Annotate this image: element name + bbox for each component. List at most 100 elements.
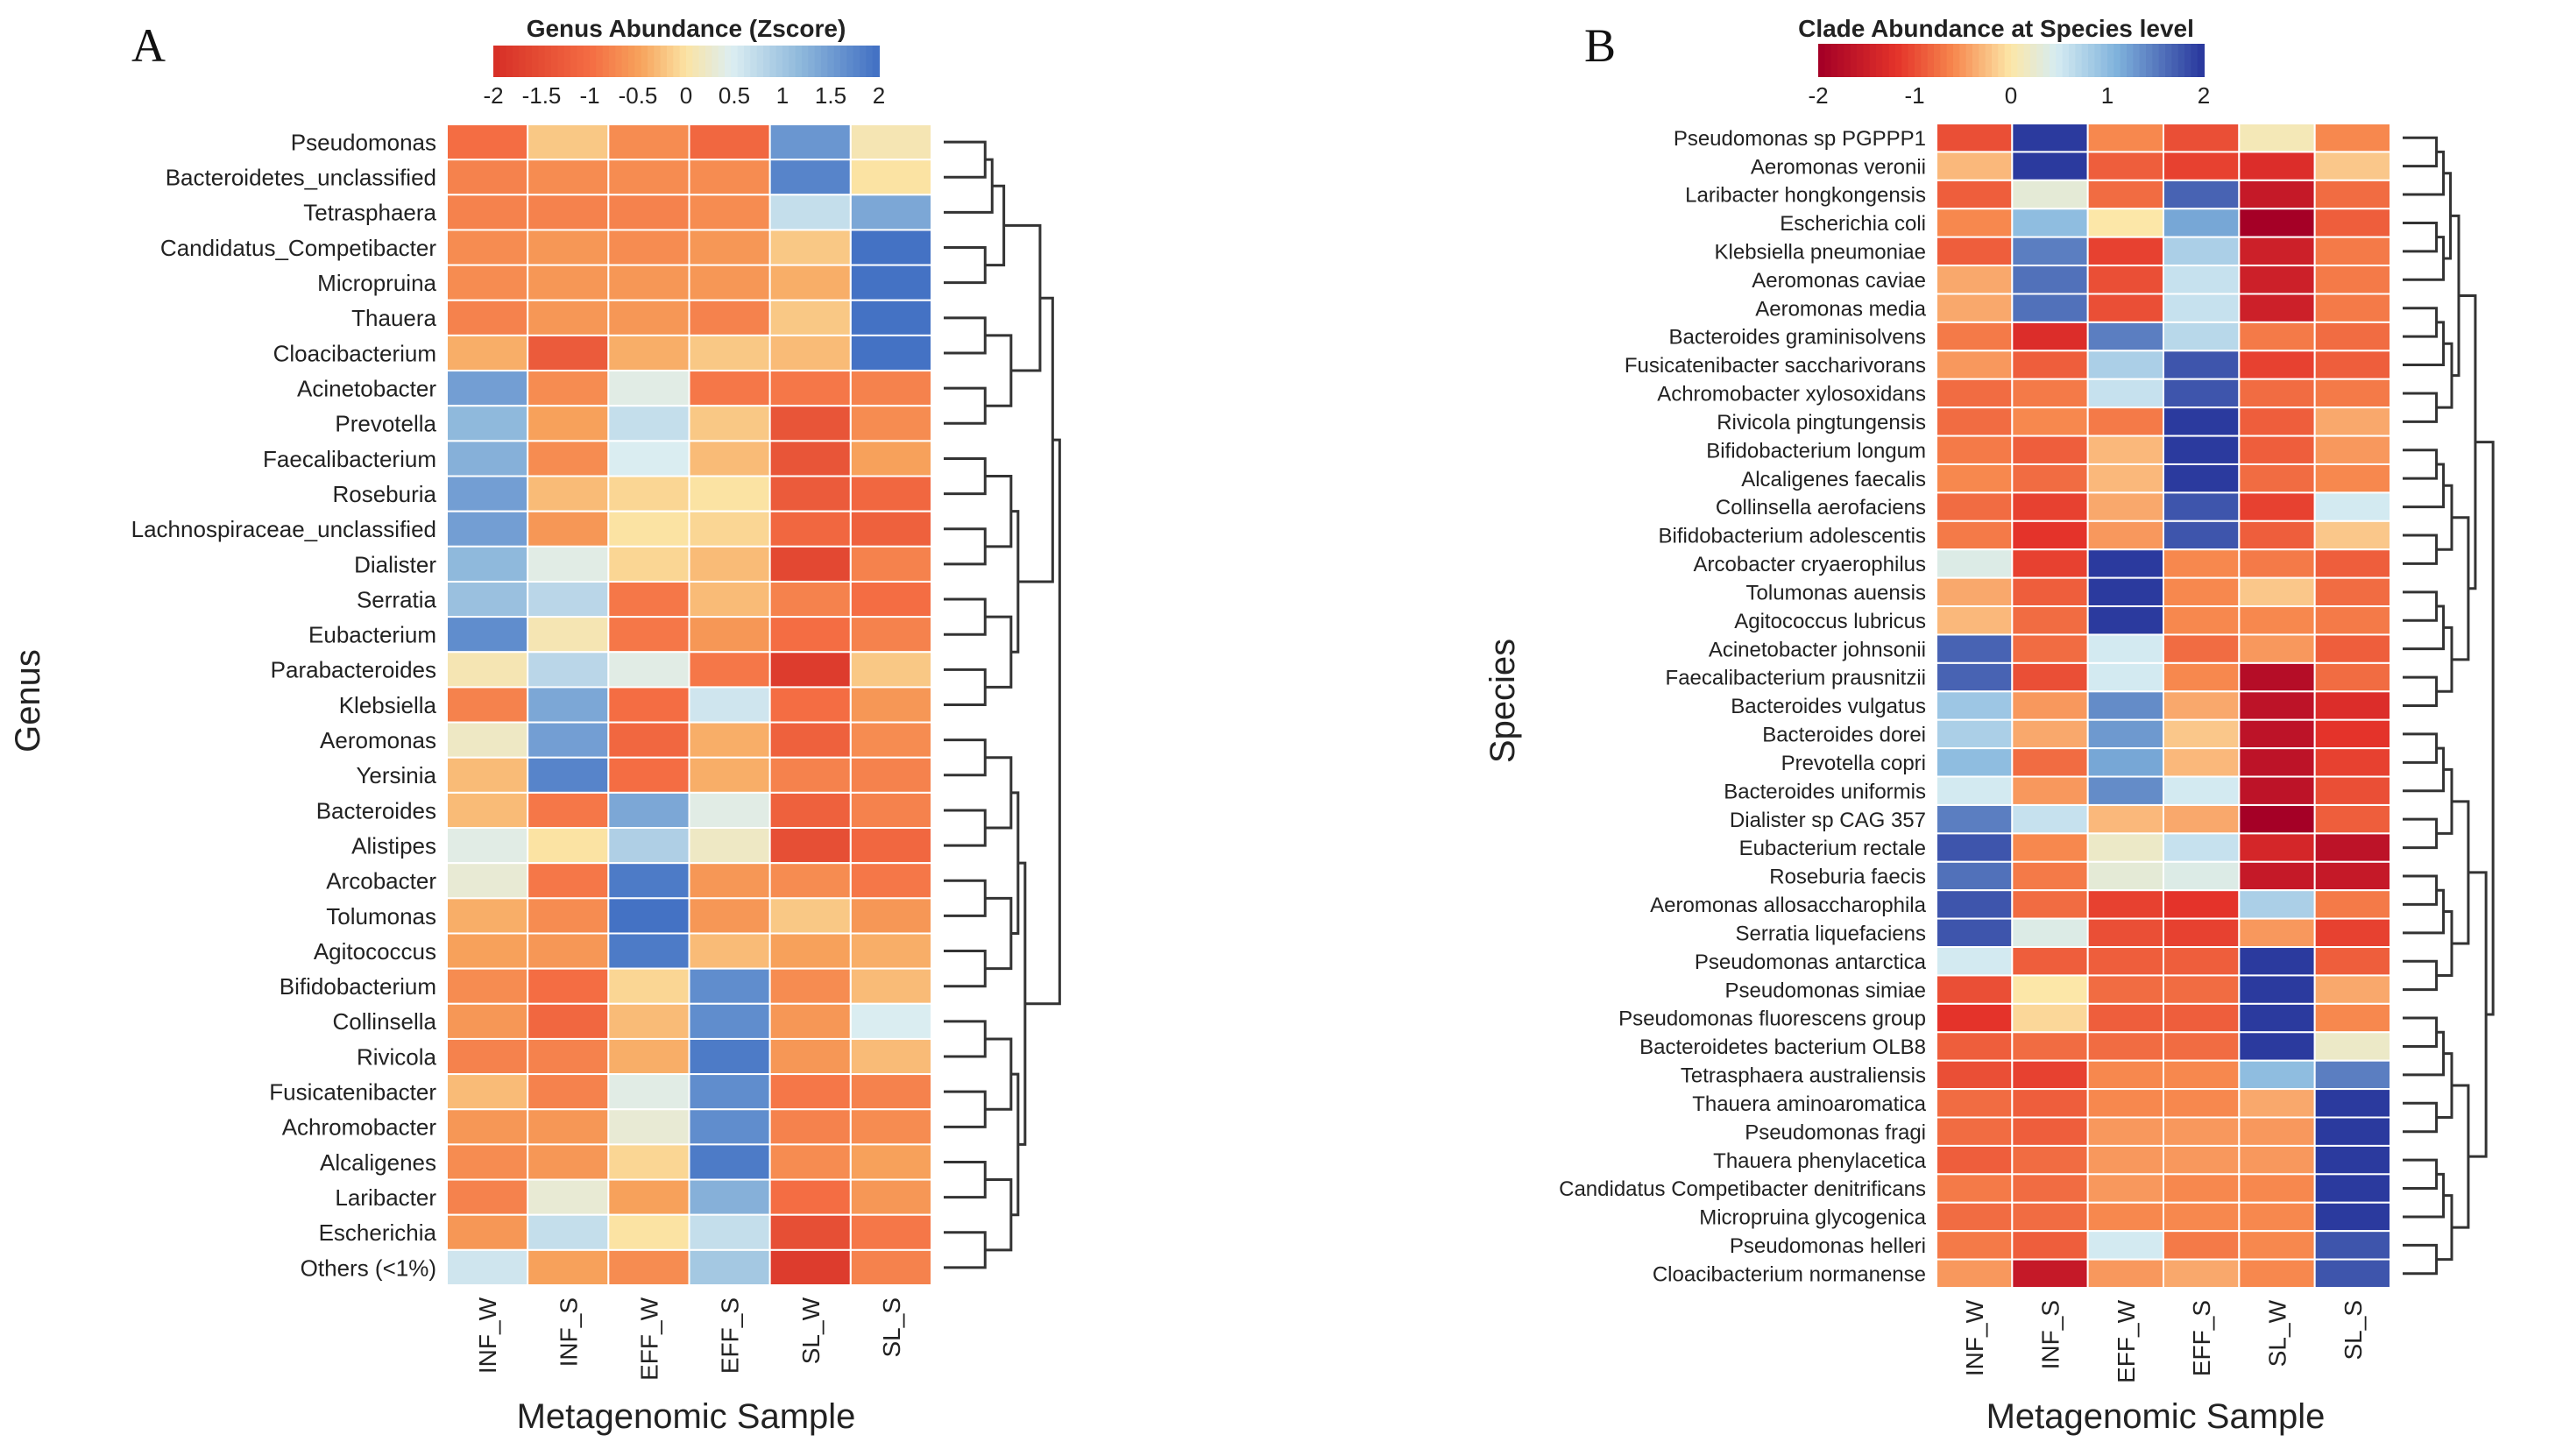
heatmap-cell bbox=[527, 1248, 610, 1287]
legend-swatch bbox=[2011, 44, 2019, 77]
row-label: Candidatus_Competibacter bbox=[160, 235, 436, 261]
heatmap-cell bbox=[2086, 690, 2165, 721]
heatmap-cell bbox=[1936, 321, 2014, 352]
legend-swatch bbox=[596, 46, 604, 77]
legend-swatch bbox=[544, 46, 552, 77]
heatmap-cell bbox=[2238, 1088, 2316, 1119]
heatmap-cell bbox=[527, 1037, 610, 1076]
heatmap-cell bbox=[2086, 208, 2165, 238]
heatmap-cell bbox=[607, 1108, 690, 1146]
dendrogram-branch bbox=[2403, 817, 2439, 850]
heatmap-cell bbox=[2313, 321, 2392, 352]
legend-swatch bbox=[2004, 44, 2012, 77]
heatmap-cell bbox=[446, 1073, 529, 1111]
legend-swatch bbox=[1857, 44, 1865, 77]
heatmap-cell bbox=[527, 791, 610, 830]
heatmap-cell bbox=[2011, 860, 2089, 892]
legend-swatch bbox=[1901, 44, 1909, 77]
heatmap-cell bbox=[2313, 1002, 2392, 1034]
legend-swatch bbox=[1998, 44, 2006, 77]
heatmap-cell bbox=[1936, 265, 2014, 295]
legend-swatch bbox=[833, 46, 841, 77]
heatmap-cell bbox=[849, 932, 932, 970]
heatmap-cell bbox=[2086, 519, 2165, 551]
heatmap-cell bbox=[849, 967, 932, 1005]
heatmap-cell bbox=[527, 405, 610, 442]
heatmap-cell bbox=[849, 651, 932, 689]
heatmap-cell bbox=[1936, 519, 2014, 551]
legend-swatch bbox=[1818, 44, 1826, 77]
heatmap-cell bbox=[2313, 1088, 2392, 1119]
heatmap-cell bbox=[2163, 179, 2241, 210]
row-label: Aeromonas media bbox=[1755, 297, 1926, 321]
heatmap-cell bbox=[849, 1143, 932, 1181]
legend-swatch bbox=[1927, 44, 1935, 77]
heatmap-cell bbox=[2011, 633, 2089, 664]
row-label: Laribacter hongkongensis bbox=[1685, 184, 1926, 208]
legend-swatch bbox=[756, 46, 764, 77]
heatmap-cell bbox=[2238, 860, 2316, 892]
heatmap-cell bbox=[768, 194, 852, 231]
dendrogram-branch bbox=[2436, 484, 2453, 551]
legend-swatch bbox=[769, 46, 777, 77]
legend-swatch bbox=[590, 46, 598, 77]
panel-a-row-dendrogram bbox=[944, 140, 1061, 1269]
heatmap-cell bbox=[2238, 605, 2316, 636]
heatmap-cell bbox=[2011, 1059, 2089, 1091]
dendrogram-branch bbox=[2443, 172, 2453, 260]
legend-tick-label: 1 bbox=[2101, 82, 2113, 109]
heatmap-cell bbox=[849, 1108, 932, 1146]
row-label: Alcaligenes faecalis bbox=[1741, 468, 1926, 491]
row-label: Pseudomonas helleri bbox=[1730, 1234, 1926, 1258]
heatmap-cell bbox=[2086, 1173, 2165, 1204]
legend-swatch bbox=[1869, 44, 1877, 77]
heatmap-cell bbox=[1936, 803, 2014, 835]
legend-swatch bbox=[2158, 44, 2166, 77]
heatmap-cell bbox=[2238, 463, 2316, 494]
row-label: Yersinia bbox=[356, 762, 436, 788]
heatmap-cell bbox=[849, 405, 932, 442]
heatmap-cell bbox=[446, 370, 529, 407]
heatmap-cell bbox=[2011, 350, 2089, 380]
heatmap-cell bbox=[2086, 321, 2165, 352]
heatmap-cell bbox=[688, 1108, 771, 1146]
heatmap-cell bbox=[2238, 179, 2316, 210]
heatmap-cell bbox=[688, 159, 771, 196]
row-label: Thauera bbox=[351, 305, 436, 331]
dendrogram-branch bbox=[2436, 910, 2453, 977]
heatmap-cell bbox=[688, 1178, 771, 1216]
row-label: Thauera phenylacetica bbox=[1713, 1149, 1926, 1173]
row-label: Pseudomonas simiae bbox=[1725, 979, 1926, 1002]
heatmap-cell bbox=[688, 229, 771, 266]
heatmap-cell bbox=[607, 580, 690, 618]
legend-swatch bbox=[679, 46, 687, 77]
heatmap-cell bbox=[2313, 946, 2392, 977]
heatmap-cell bbox=[849, 862, 932, 900]
row-label: Micropruina bbox=[317, 270, 436, 296]
heatmap-cell bbox=[768, 545, 852, 583]
heatmap-cell bbox=[2313, 747, 2392, 778]
row-label: Aeromonas veronii bbox=[1751, 155, 1926, 179]
heatmap-cell bbox=[446, 1143, 529, 1181]
heatmap-cell bbox=[1936, 350, 2014, 380]
heatmap-cell bbox=[2238, 803, 2316, 835]
heatmap-cell bbox=[2086, 179, 2165, 210]
legend-swatch bbox=[1972, 44, 1980, 77]
heatmap-cell bbox=[607, 1002, 690, 1040]
dendrogram-branch bbox=[2436, 1052, 2453, 1120]
heatmap-cell bbox=[768, 334, 852, 372]
legend-swatch bbox=[737, 46, 745, 77]
heatmap-cell bbox=[2313, 151, 2392, 181]
row-label: Klebsiella bbox=[339, 692, 437, 718]
heatmap-cell bbox=[607, 1213, 690, 1251]
dendrogram-branch bbox=[985, 756, 1013, 830]
legend-tick-label: -2 bbox=[483, 82, 503, 109]
heatmap-cell bbox=[2163, 378, 2241, 409]
heatmap-cell bbox=[527, 932, 610, 970]
heatmap-cell bbox=[849, 1073, 932, 1111]
legend-swatch bbox=[872, 46, 880, 77]
row-label: Bifidobacterium longum bbox=[1706, 439, 1926, 463]
heatmap-cell bbox=[2011, 946, 2089, 977]
heatmap-cell bbox=[768, 229, 852, 266]
heatmap-cell bbox=[2086, 576, 2165, 608]
